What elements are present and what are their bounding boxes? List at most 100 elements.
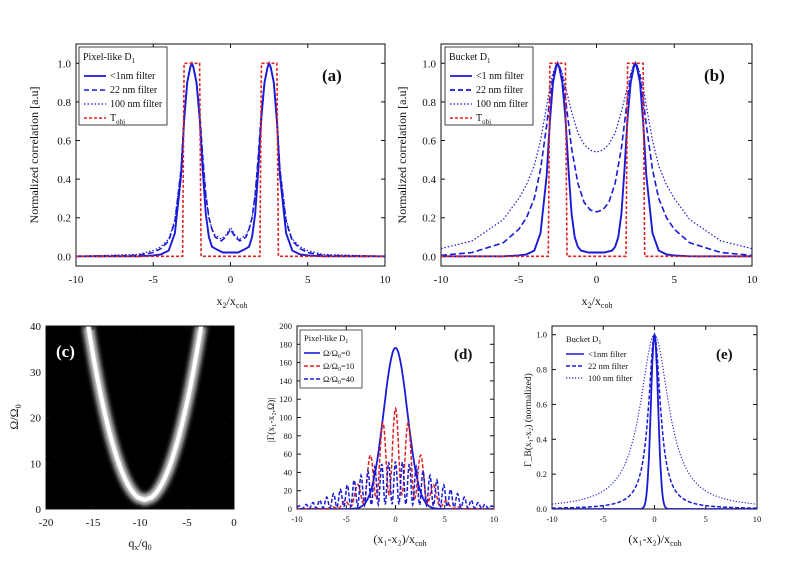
panel-d-legend-title: Pixel-like D1: [304, 333, 348, 345]
panel-e-ytick-label-0: 0.0: [536, 504, 547, 514]
panel-e-legend: Bucket D1 <1nm filter 22 nm filter 100 n…: [566, 334, 633, 383]
panel-a-ytick-label-3: 0.6: [57, 136, 71, 148]
panel-b-legend-box: [444, 46, 534, 126]
panel-d-legend: Pixel-like D1 Ω/Ω0=0 Ω/Ω0=10 Ω/Ω0=40: [299, 329, 363, 389]
panel-e-legend-2: 22 nm filter: [588, 361, 628, 371]
panel-d-label: (d): [454, 347, 472, 363]
panel-d-xtick-label-0: -10: [291, 514, 302, 524]
panel-d-ytick-label-5: 100: [279, 413, 292, 423]
panel-e-xtick-label-4: 10: [753, 514, 762, 524]
panel-d-ytick-label-10: 200: [279, 321, 292, 331]
panel-a-ytick-label-2: 0.4: [57, 174, 71, 186]
panel-b-legend-2: 22 nm filter: [476, 85, 524, 96]
panel-d-ylabel: |Γ(x₁-x₂,Ω)|: [266, 398, 277, 442]
panel-e-xtick-label-2: 0: [652, 514, 656, 524]
panel-e-ylabel: Γ_B(x₁-x₂) (normalized): [523, 373, 534, 467]
panel-e-ticks: -10 -5 0 5 10 0.0 0.2 0.4 0.6 0.8 1.0: [536, 326, 761, 524]
panel-c-xtick-label-3: -5: [182, 517, 192, 529]
panel-d-xtick-label-4: 10: [490, 514, 499, 524]
panel-c-curve-line: [86, 326, 204, 503]
panel-c-xtick-label-1: -15: [86, 517, 101, 529]
panel-a-ytick-label-4: 0.8: [57, 97, 71, 109]
panel-b-series-1: [441, 62, 752, 257]
panel-d-ytick-label-0: 0: [288, 504, 292, 514]
panel-c-curve: [82, 326, 207, 506]
panel-b-ytick-label-5: 1.0: [422, 58, 436, 70]
panel-b-ticks: -10 -5 0 5 10 0.0 0.2 0.4 0.6 0.8 1.0: [422, 44, 758, 286]
panel-e-ytick-label-3: 0.6: [536, 399, 547, 409]
panel-e-label: (e): [716, 347, 733, 363]
panel-d-xlabel: (x₁-x₂)/xcoh: [373, 532, 426, 548]
panel-e-xtick-label-0: -10: [546, 514, 557, 524]
panel-a-ytick-label-1: 0.2: [57, 213, 71, 225]
panel-c-ytick-label-0: 0: [36, 504, 42, 516]
panel-b-label: (b): [704, 66, 725, 85]
panel-c-ytick-label-2: 20: [30, 413, 42, 425]
panel-b-ytick-label-4: 0.8: [422, 97, 436, 109]
panel-a-xtick-label-2: 0: [228, 274, 234, 286]
panel-d-legend-1: Ω/Ω0=0: [323, 348, 350, 360]
panel-b-ytick-label-2: 0.4: [422, 174, 436, 186]
panel-b-legend-1: <1 nm filter: [476, 71, 525, 82]
panel-e-series-2: [552, 334, 757, 505]
panel-a-xtick-label-0: -10: [69, 274, 84, 286]
panel-e-ytick-label-2: 0.4: [536, 434, 547, 444]
panel-c-ticks: -20 -15 -10 -5 0 0 10 20 30 40: [30, 321, 237, 529]
panel-a-xtick-label-3: 5: [305, 274, 311, 286]
panel-b-series-3: [441, 62, 752, 258]
panel-d-ytick-label-3: 60: [284, 449, 293, 459]
panel-d-ytick-label-8: 160: [279, 358, 292, 368]
panel-e-legend-title: Bucket D1: [566, 334, 601, 346]
panel-b-ylabel: Normalized correlation [a.u]: [395, 87, 409, 224]
panel-b-legend: Bucket D1 <1 nm filter 22 nm filter 100 …: [444, 46, 534, 126]
panel-d-legend-3: Ω/Ω0=40: [323, 374, 354, 386]
panel-c-xtick-label-0: -20: [39, 517, 54, 529]
panel-b-ytick-label-3: 0.6: [422, 136, 436, 148]
panel-d-series: [297, 347, 494, 509]
panel-b-legend-4: Tobj: [476, 113, 491, 126]
panel-c-xtick-label-2: -10: [133, 517, 148, 529]
panel-d-ytick-label-7: 140: [279, 376, 292, 386]
panel-b-legend-title: Bucket D1: [449, 52, 491, 65]
panel-d-xtick-label-2: 0: [393, 514, 397, 524]
panel-c-label: (c): [56, 342, 75, 361]
panel-e-ytick-label-4: 0.8: [536, 365, 547, 375]
panel-d-ytick-label-2: 40: [284, 467, 293, 477]
panel-c-xlabel: qx/q0: [128, 536, 151, 552]
panel-a-legend-title: Pixel-like D1: [83, 52, 136, 65]
panel-d-ytick-label-9: 180: [279, 339, 292, 349]
panel-b-ytick-label-1: 0.2: [422, 213, 436, 225]
panel-b-xtick-label-1: -5: [514, 274, 524, 286]
panel-e-ytick-label-5: 1.0: [536, 330, 547, 340]
panel-b-xtick-label-4: 10: [747, 274, 759, 286]
panel-d-ytick-label-1: 20: [284, 486, 293, 496]
panel-a-legend-3: 100 nm filter: [110, 99, 163, 110]
panel-d-series-2: [297, 461, 494, 509]
panel-a-legend-2: 22 nm filter: [110, 85, 158, 96]
panel-d-ytick-label-6: 120: [279, 394, 292, 404]
panel-b-series: [441, 60, 752, 258]
panel-a-ytick-label-5: 1.0: [57, 58, 71, 70]
panel-c-background: [46, 326, 234, 509]
panel-d-xtick-label-1: -5: [343, 514, 350, 524]
panel-a-ticks: -10 -5 0 5 10 0.0 0.2 0.4 0.6 0.8 1.0: [57, 44, 391, 286]
panel-c-ytick-label-1: 10: [30, 458, 42, 470]
panel-b-ytick-label-0: 0.0: [422, 251, 436, 263]
panel-b-xlabel: x2/xcoh: [582, 294, 613, 310]
panel-e-ytick-label-1: 0.2: [536, 469, 547, 479]
panel-d-legend-2: Ω/Ω0=10: [323, 361, 354, 373]
panel-a-xtick-label-1: -5: [149, 274, 159, 286]
panel-a-legend: Pixel-like D1 <1nm filter 22 nm filter 1…: [78, 46, 168, 126]
panel-e-legend-1: <1nm filter: [588, 349, 627, 359]
panel-e-series: [552, 332, 757, 509]
panel-b: -10 -5 0 5 10 0.0 0.2 0.4 0.6 0.8 1.0 Bucket D1 <1…: [395, 43, 758, 310]
panel-a-legend-box: [78, 46, 168, 126]
panel-b-xtick-label-2: 0: [594, 274, 600, 286]
panel-a-xlabel: x2/xcoh: [217, 294, 248, 310]
panel-a: -10 -5 0 5 10 0.0 0.2 0.4 0.6 0.8 1.0 Pixel-like D…: [27, 43, 391, 310]
panel-c-ytick-label-3: 30: [30, 367, 42, 379]
panel-b-legend-3: 100 nm filter: [476, 99, 529, 110]
